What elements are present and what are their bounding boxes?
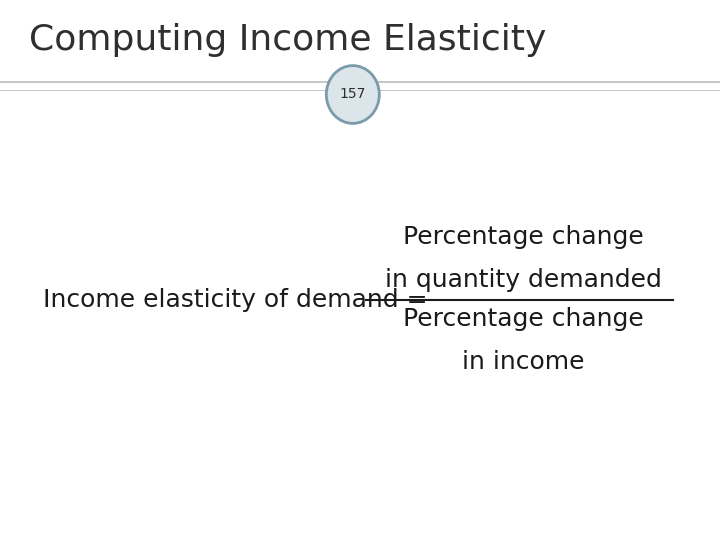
Text: Percentage change: Percentage change [402, 307, 644, 331]
Text: Percentage change: Percentage change [402, 225, 644, 249]
Text: in income: in income [462, 350, 585, 374]
Text: in quantity demanded: in quantity demanded [384, 268, 662, 292]
Text: 157: 157 [340, 87, 366, 102]
Text: Income elasticity of demand =: Income elasticity of demand = [43, 288, 428, 312]
Circle shape [326, 65, 379, 124]
Text: Computing Income Elasticity: Computing Income Elasticity [29, 23, 546, 57]
